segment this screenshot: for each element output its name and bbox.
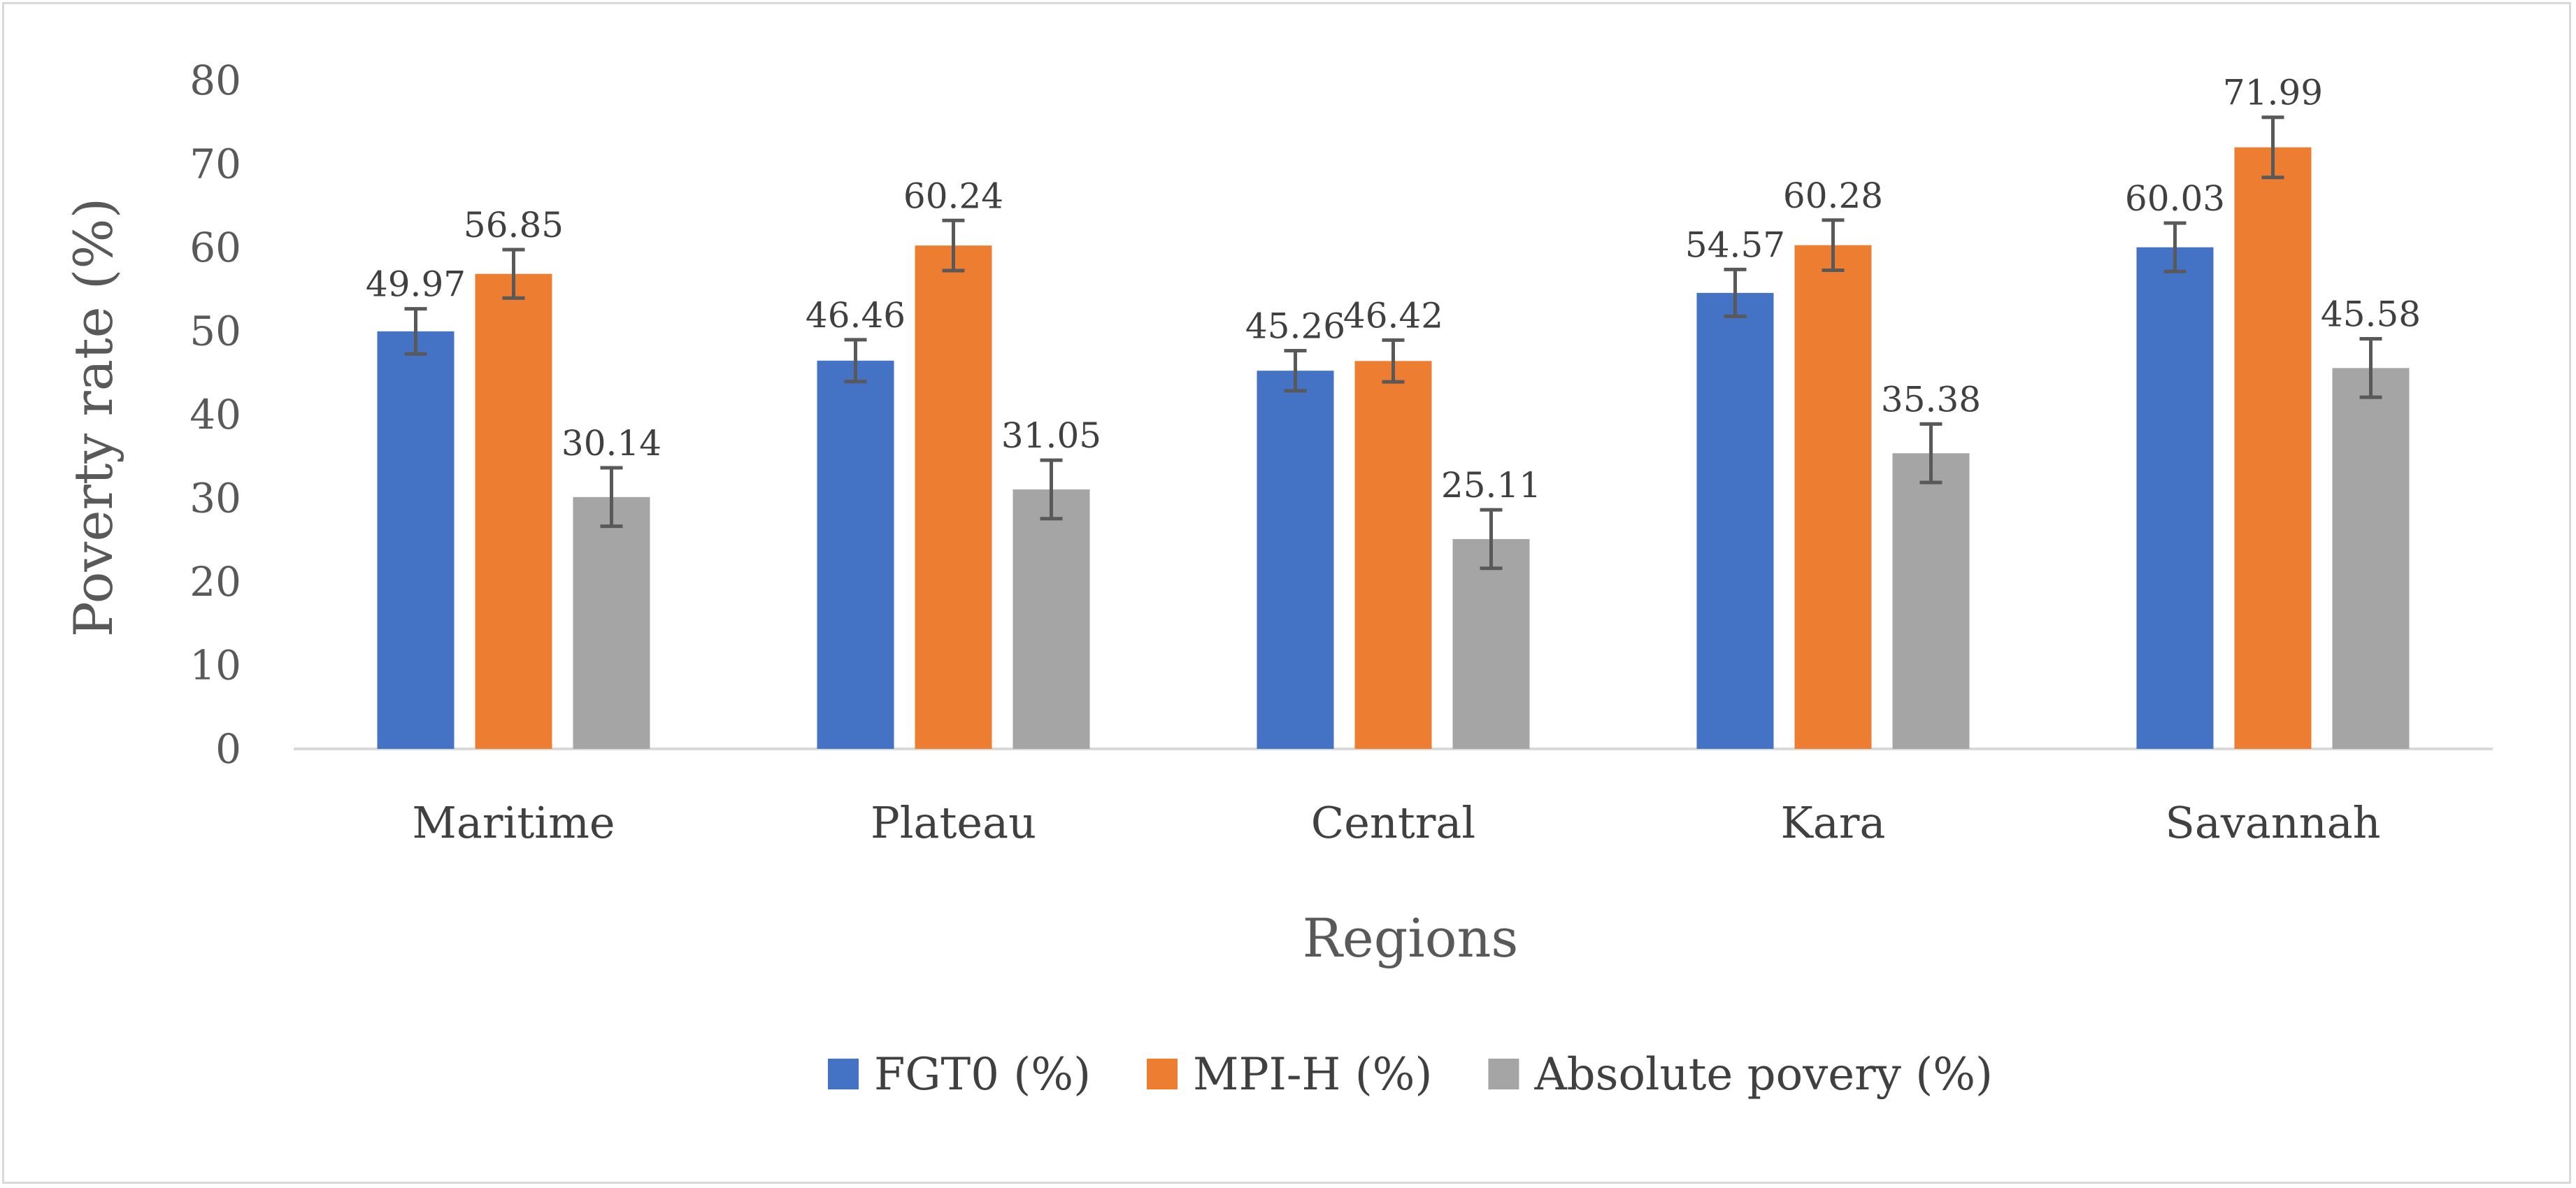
legend-label: Absolute povery (%) <box>1533 1049 1993 1101</box>
error-bar <box>844 338 867 384</box>
data-label: 56.85 <box>464 205 564 245</box>
data-label: 25.11 <box>1441 465 1541 506</box>
error-bar <box>600 466 623 529</box>
data-label: 45.26 <box>1245 306 1345 346</box>
legend-item: Absolute povery (%) <box>1488 1049 1993 1101</box>
bar-fgt0-maritime <box>377 331 455 749</box>
legend: FGT0 (%) MPI-H (%) Absolute povery (%) <box>828 1049 1993 1101</box>
category-label-maritime: Maritime <box>412 797 615 848</box>
error-bar <box>1822 218 1845 273</box>
data-label: 54.57 <box>1685 224 1785 265</box>
error-bar <box>1919 422 1942 485</box>
data-label: 35.38 <box>1881 379 1981 420</box>
bar-absolute-kara <box>1892 453 1970 749</box>
bar-absolute-plateau <box>1012 489 1090 749</box>
bar-fgt0-savannah <box>2136 247 2214 750</box>
legend-item: MPI-H (%) <box>1147 1049 1432 1101</box>
category-label-central: Central <box>1311 797 1475 848</box>
error-bar <box>2163 221 2187 273</box>
error-bar <box>2261 115 2284 180</box>
category-label-kara: Kara <box>1781 797 1886 848</box>
bar-mpi-h-kara <box>1794 245 1872 749</box>
y-tick-label: 60 <box>189 224 241 271</box>
legend-swatch <box>1488 1059 1519 1089</box>
bar-fgt0-plateau <box>817 360 894 749</box>
error-bar <box>1480 508 1503 571</box>
data-label: 46.42 <box>1343 295 1443 336</box>
y-tick-label: 80 <box>189 57 241 104</box>
x-axis-title: Regions <box>1303 907 1519 969</box>
bar-mpi-h-plateau <box>915 245 992 750</box>
data-label: 60.28 <box>1783 176 1883 216</box>
data-label: 30.14 <box>561 423 661 464</box>
data-label: 46.46 <box>806 295 906 336</box>
error-bars <box>404 115 2382 571</box>
error-bar <box>1040 458 1063 521</box>
bar-absolute-central <box>1452 538 1530 749</box>
data-label: 60.03 <box>2125 178 2225 219</box>
bar-fgt0-kara <box>1696 292 1774 749</box>
data-label: 60.24 <box>903 176 1003 216</box>
y-axis-ticks: 0 10 20 30 40 50 60 70 80 <box>189 57 241 773</box>
y-tick-label: 20 <box>189 558 241 606</box>
data-labels: 49.97 56.85 30.14 46.46 60.24 31.05 45.2646.42… <box>366 73 2421 506</box>
error-bar <box>1382 338 1405 384</box>
error-bar <box>2359 336 2382 399</box>
error-bar <box>404 307 427 356</box>
error-bar <box>1284 348 1307 393</box>
legend-label: MPI-H (%) <box>1193 1049 1432 1101</box>
category-label-savannah: Savannah <box>2165 797 2380 848</box>
bar-mpi-h-central <box>1354 361 1432 749</box>
bar-absolute-savannah <box>2332 368 2410 749</box>
bar-mpi-h-savannah <box>2234 147 2312 750</box>
bar-absolute-maritime <box>573 496 650 749</box>
legend-swatch <box>1147 1059 1178 1089</box>
bar-mpi-h-maritime <box>475 273 552 750</box>
y-tick-label: 50 <box>189 308 241 355</box>
y-tick-label: 30 <box>189 475 241 522</box>
y-tick-label: 70 <box>189 141 241 188</box>
data-label: 71.99 <box>2223 73 2323 113</box>
legend-swatch <box>828 1059 859 1089</box>
data-label: 45.58 <box>2321 294 2421 334</box>
data-label: 49.97 <box>366 264 466 305</box>
data-label: 31.05 <box>1001 415 1101 456</box>
error-bar <box>942 218 965 273</box>
y-tick-label: 40 <box>189 391 241 438</box>
y-tick-label: 0 <box>215 725 241 773</box>
legend-label: FGT0 (%) <box>874 1049 1091 1101</box>
category-label-plateau: Plateau <box>871 797 1036 848</box>
legend-item: FGT0 (%) <box>828 1049 1091 1101</box>
error-bar <box>1724 267 1747 318</box>
bars <box>377 147 2410 750</box>
y-tick-label: 10 <box>189 642 241 689</box>
category-labels: Maritime Plateau Central Kara Savannah <box>412 797 2380 848</box>
bar-fgt0-central <box>1257 371 1334 749</box>
error-bar <box>502 248 525 300</box>
y-axis-title: Poverty rate (%) <box>62 198 124 638</box>
